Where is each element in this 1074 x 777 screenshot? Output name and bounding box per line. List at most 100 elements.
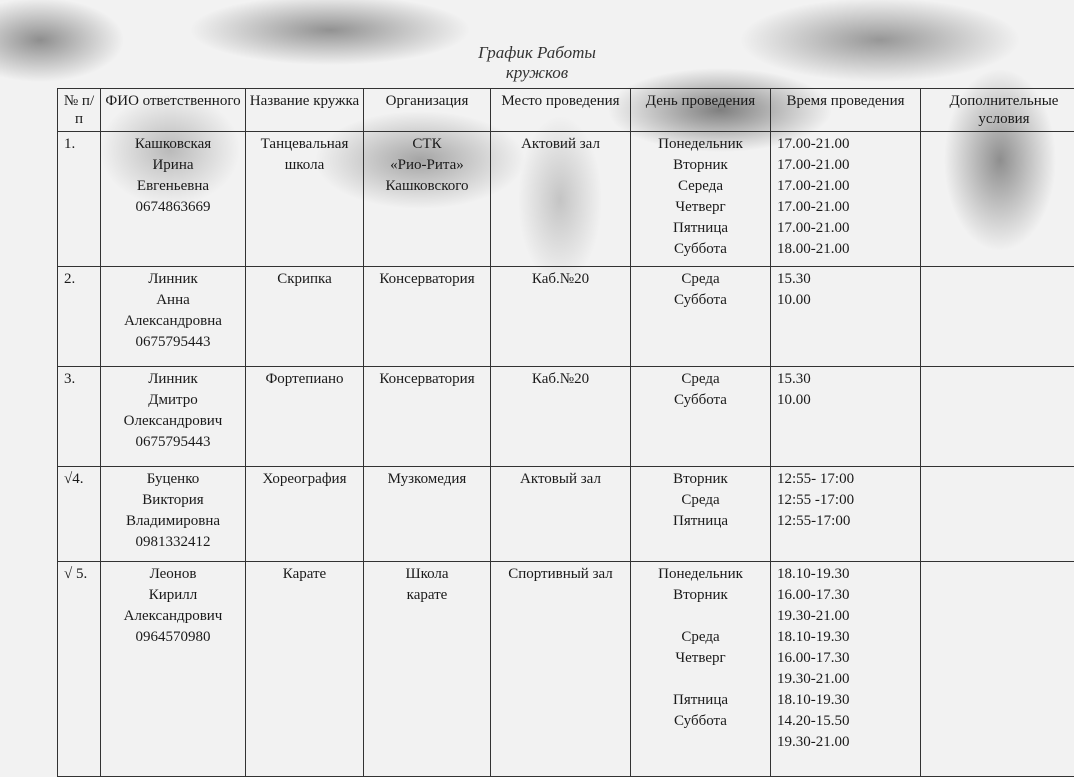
times-line: 18.10-19.30 [777, 564, 918, 585]
times-line: 18.00-21.00 [777, 239, 918, 260]
responsible-person-line: 0981332412 [103, 532, 243, 553]
responsible-person-line: Линник [103, 269, 243, 290]
times-line: 18.10-19.30 [777, 690, 918, 711]
days-line [633, 606, 768, 627]
club-name-line: Скрипка [248, 269, 361, 290]
times-line: 15.30 [777, 269, 918, 290]
organization-line: Консерватория [366, 369, 488, 390]
times-line: 19.30-21.00 [777, 732, 918, 753]
column-header-time: Время проведения [771, 89, 921, 132]
row-number: √ 5. [58, 562, 101, 777]
organization-line: Консерватория [366, 269, 488, 290]
days-line: Вторник [633, 155, 768, 176]
times-line: 17.00-21.00 [777, 134, 918, 155]
responsible-person-line: Владимировна [103, 511, 243, 532]
days-line [633, 669, 768, 690]
club-name: Карате [246, 562, 364, 777]
document-title-line2: кружков [0, 64, 1074, 82]
responsible-person-line: Кирилл [103, 585, 243, 606]
responsible-person-line: Анна [103, 290, 243, 311]
row-number: 3. [58, 367, 101, 467]
times-line: 15.30 [777, 369, 918, 390]
responsible-person-line: Евгеньевна [103, 176, 243, 197]
responsible-person-line: 0674863669 [103, 197, 243, 218]
venue: Спортивный зал [491, 562, 631, 777]
venue-line: Актовый зал [493, 469, 628, 490]
row-number: 2. [58, 267, 101, 367]
venue-line: Спортивный зал [493, 564, 628, 585]
club-name-line: Танцевальная [248, 134, 361, 155]
additional-conditions [921, 267, 1074, 367]
days-line: Суббота [633, 390, 768, 411]
times-line: 10.00 [777, 390, 918, 411]
responsible-person-line: Виктория [103, 490, 243, 511]
organization-line: Кашковского [366, 176, 488, 197]
additional-conditions [921, 367, 1074, 467]
venue: Каб.№20 [491, 267, 631, 367]
responsible-person-line: 0675795443 [103, 432, 243, 453]
organization-line: Школа [366, 564, 488, 585]
club-name: Хореография [246, 467, 364, 562]
times-line: 17.00-21.00 [777, 197, 918, 218]
times-line: 17.00-21.00 [777, 176, 918, 197]
club-name-line: Карате [248, 564, 361, 585]
times-line: 16.00-17.30 [777, 648, 918, 669]
days-line: Вторник [633, 585, 768, 606]
times-line: 17.00-21.00 [777, 155, 918, 176]
organization-line: «Рио-Рита» [366, 155, 488, 176]
responsible-person-line: Кашковская [103, 134, 243, 155]
venue-line: Каб.№20 [493, 269, 628, 290]
days-line: Суббота [633, 711, 768, 732]
days-line: Понедельник [633, 134, 768, 155]
times-line: 19.30-21.00 [777, 669, 918, 690]
column-header-person: ФИО ответственного [101, 89, 246, 132]
responsible-person-line: Александровна [103, 311, 243, 332]
column-header-club: Название кружка [246, 89, 364, 132]
organization: Музкомедия [364, 467, 491, 562]
times-line: 12:55- 17:00 [777, 469, 918, 490]
times-line: 14.20-15.50 [777, 711, 918, 732]
days-line: Среда [633, 627, 768, 648]
days-line: Четверг [633, 648, 768, 669]
responsible-person-line: 0675795443 [103, 332, 243, 353]
times-line: 12:55 -17:00 [777, 490, 918, 511]
days-line: Среда [633, 490, 768, 511]
days-line: Пятница [633, 218, 768, 239]
club-name-line: Хореография [248, 469, 361, 490]
row-number: 1. [58, 132, 101, 267]
club-name-line: школа [248, 155, 361, 176]
times-line: 10.00 [777, 290, 918, 311]
responsible-person-line: Леонов [103, 564, 243, 585]
organization: Консерватория [364, 267, 491, 367]
days-line: Суббота [633, 239, 768, 260]
venue-line: Каб.№20 [493, 369, 628, 390]
organization: СТК«Рио-Рита»Кашковского [364, 132, 491, 267]
venue: Актовый зал [491, 467, 631, 562]
days-line: Понедельник [633, 564, 768, 585]
responsible-person-line: Ирина [103, 155, 243, 176]
days-line [633, 732, 768, 753]
column-header-day: День проведения [631, 89, 771, 132]
column-header-extra: Дополнительные условия [921, 89, 1074, 132]
club-name: Фортепиано [246, 367, 364, 467]
times-line: 19.30-21.00 [777, 606, 918, 627]
days-line: Четверг [633, 197, 768, 218]
organization-line: СТК [366, 134, 488, 155]
